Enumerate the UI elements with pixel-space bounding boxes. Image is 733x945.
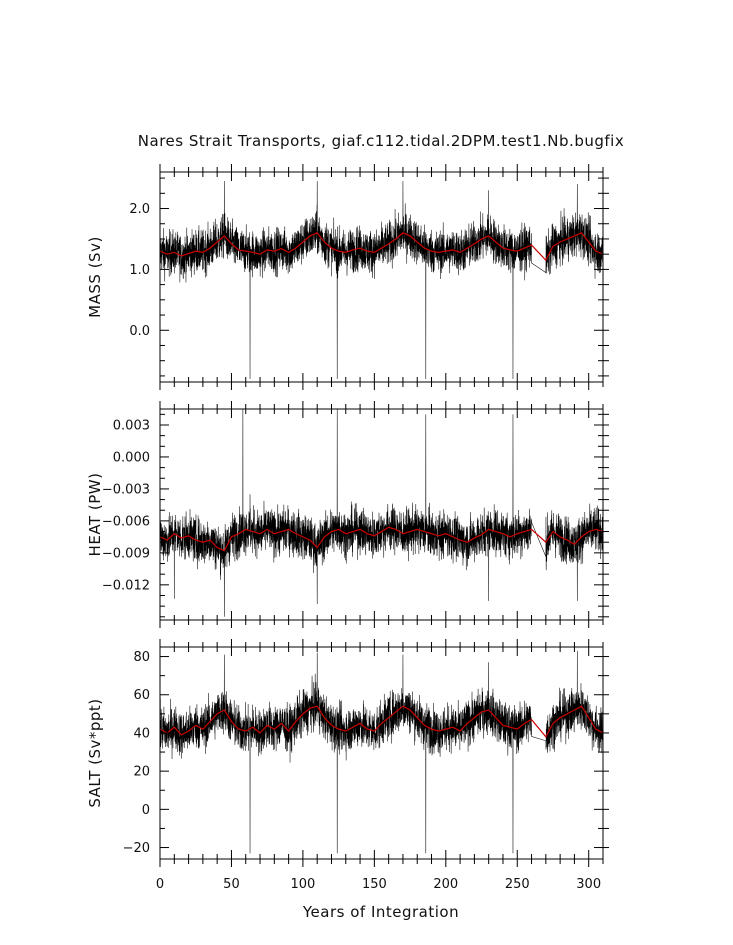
raw-series-line (160, 650, 603, 854)
y-tick-label: 0 (142, 803, 150, 818)
raw-series-line (160, 409, 603, 617)
x-tick-label: 50 (223, 877, 240, 892)
y-tick-label: −0.006 (102, 514, 150, 529)
plot-frame (159, 171, 604, 383)
y-tick-label: 80 (133, 650, 150, 665)
x-tick-label: 250 (505, 877, 530, 892)
heat-panel: −0.012 −0.009 −0.006 −0.003 0.000 0.003 HEAT (… (86, 401, 609, 628)
y-axis-label: MASS (Sv) (86, 236, 104, 318)
y-tick-label: 60 (133, 688, 150, 703)
y-tick-label: −0.003 (102, 482, 150, 497)
y-axis-label: HEAT (PW) (86, 473, 104, 557)
y-tick-label: 0.003 (113, 418, 150, 433)
plot-frame (159, 646, 604, 860)
x-tick-label: 150 (362, 877, 387, 892)
x-tick-label: 100 (290, 877, 315, 892)
chart-title: Nares Strait Transports, giaf.c112.tidal… (138, 132, 624, 150)
y-tick-label: −20 (123, 841, 150, 856)
x-tick-label: 0 (156, 877, 164, 892)
y-tick-label: 0.0 (129, 324, 150, 339)
y-tick-label: −0.009 (102, 546, 150, 561)
y-tick-label: 40 (133, 726, 150, 741)
raw-series-line (160, 181, 603, 379)
x-tick-label: 300 (576, 877, 601, 892)
smoothed-series-line (160, 526, 603, 552)
x-axis: 0 50 100 150 200 250 300 (156, 859, 604, 892)
smoothed-series-line (160, 705, 603, 738)
x-tick-label: 200 (433, 877, 458, 892)
x-axis-label: Years of Integration (302, 903, 459, 921)
y-tick-label: 2.0 (129, 202, 150, 217)
mass-panel: 0.0 1.0 2.0 MASS (Sv) (86, 164, 609, 390)
salt-panel: −20 0 20 40 60 80 SALT (Sv*ppt) (86, 639, 609, 860)
y-tick-label: 20 (133, 765, 150, 780)
y-tick-label: 0.000 (113, 450, 150, 465)
plot-frame (159, 408, 604, 621)
y-tick-label: −0.012 (102, 578, 150, 593)
smoothed-series-line (160, 232, 603, 262)
y-tick-label: 1.0 (129, 263, 150, 278)
y-axis-label: SALT (Sv*ppt) (86, 698, 104, 807)
